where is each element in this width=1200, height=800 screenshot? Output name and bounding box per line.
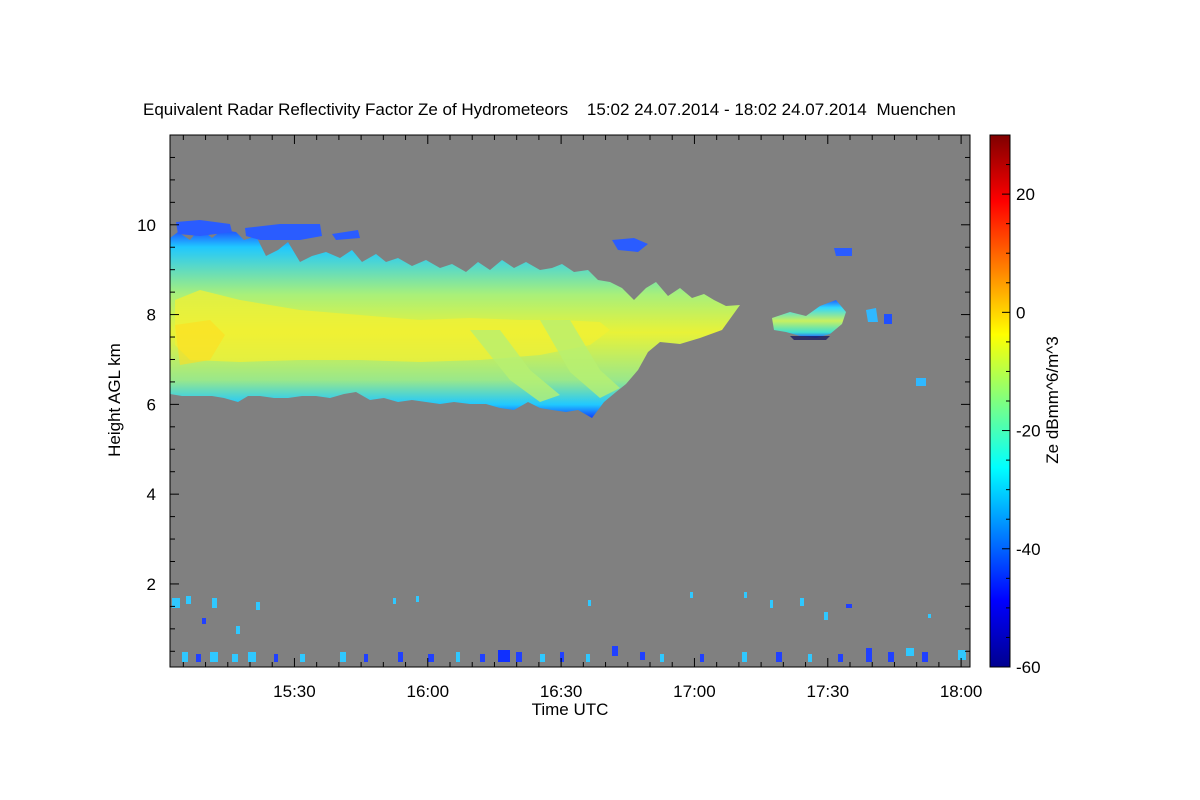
y-tick-label: 4 <box>147 485 156 504</box>
cloud-core-streak <box>175 320 225 365</box>
x-tick-label: 16:00 <box>407 682 450 701</box>
cloud-fallstreak <box>540 320 620 398</box>
x-tick-label: 17:30 <box>807 682 850 701</box>
plot-frame <box>169 134 971 668</box>
x-axis: 15:30 16:00 16:30 17:00 17:30 18:00 <box>182 135 983 701</box>
cloud-patch-base <box>790 336 830 340</box>
cloud-patch-1725 <box>772 300 846 338</box>
title-location: Muenchen <box>876 100 955 119</box>
chart-title: Equivalent Radar Reflectivity Factor Ze … <box>143 100 956 119</box>
colorbar-tick-label: 20 <box>1016 185 1035 204</box>
colorbar-tick-label: -60 <box>1016 658 1041 677</box>
title-period: 15:02 24.07.2014 - 18:02 24.07.2014 <box>587 100 867 119</box>
title-main: Equivalent Radar Reflectivity Factor Ze … <box>143 100 568 119</box>
x-tick-label: 18:00 <box>940 682 983 701</box>
cloud-fleck <box>884 314 892 324</box>
colorbar-axis: 20 0 -20 -40 -60 <box>1002 134 1041 677</box>
x-axis-label: Time UTC <box>532 700 609 719</box>
ground-clutter <box>172 592 968 664</box>
cloud-fleck <box>866 308 878 322</box>
cloud-fleck <box>916 378 926 386</box>
y-tick-label: 6 <box>147 395 156 414</box>
colorbar-tick-label: -20 <box>1016 422 1041 441</box>
colorbar-tick-label: 0 <box>1016 303 1025 322</box>
y-tick-label: 8 <box>147 306 156 325</box>
cloud-upper-thin-layer <box>176 220 232 236</box>
y-tick-label: 10 <box>137 216 156 235</box>
cloud-upper-thin-layer <box>245 224 322 240</box>
x-tick-label: 15:30 <box>273 682 316 701</box>
cloud-upper-fleck <box>612 238 648 252</box>
cloud-upper-fleck <box>834 248 852 256</box>
y-axis-label: Height AGL km <box>105 343 124 457</box>
y-axis: 2 4 6 8 10 <box>137 156 970 652</box>
cloud-upper-thin-layer <box>332 230 360 240</box>
x-tick-label: 16:30 <box>540 682 583 701</box>
x-tick-label: 17:00 <box>673 682 716 701</box>
reflectivity-field <box>170 220 968 664</box>
colorbar-tick-label: -40 <box>1016 540 1041 559</box>
colorbar-label: Ze dBmm^6/m^3 <box>1043 336 1062 463</box>
y-tick-label: 2 <box>147 575 156 594</box>
cloud-fallstreak <box>470 330 560 402</box>
